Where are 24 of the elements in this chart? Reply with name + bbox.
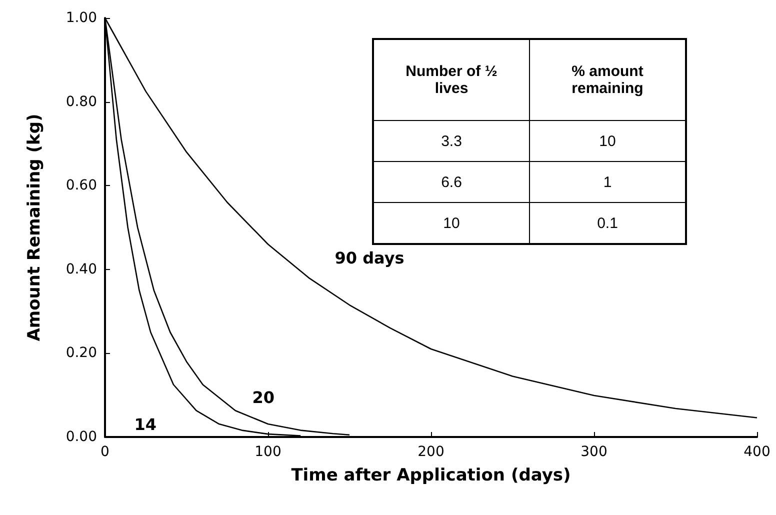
annotation: Number of ½ lives xyxy=(373,39,530,120)
y-tick-label: 0.80 xyxy=(66,94,97,110)
x-tick-label: 300 xyxy=(580,444,608,460)
x-axis-title: Time after Application (days) xyxy=(291,466,571,486)
x-tick-label: 200 xyxy=(418,444,444,460)
series-label: 90 days xyxy=(334,248,404,268)
y-tick-label: 0.40 xyxy=(66,261,97,278)
annotation: 3.3 xyxy=(373,120,530,162)
annotation: % amount remaining xyxy=(530,39,686,120)
annotation: 0.1 xyxy=(530,202,686,244)
y-tick-label: 1.00 xyxy=(66,10,97,26)
annotation: 10 xyxy=(530,120,686,162)
y-tick-label: 0.00 xyxy=(66,429,97,445)
annotation: 1 xyxy=(530,162,686,202)
x-tick-label: 0 xyxy=(100,444,110,460)
annotation: 6.6 xyxy=(373,162,530,202)
y-tick-label: 0.20 xyxy=(66,345,97,362)
x-tick-label: 100 xyxy=(254,444,282,460)
annotation: 10 xyxy=(373,202,530,244)
y-tick-label: 0.60 xyxy=(66,178,97,194)
x-tick-label: 400 xyxy=(744,444,770,460)
series-label: 20 xyxy=(252,388,275,408)
y-axis-title: Amount Remaining (kg) xyxy=(24,114,44,342)
text: 14 xyxy=(134,415,156,434)
